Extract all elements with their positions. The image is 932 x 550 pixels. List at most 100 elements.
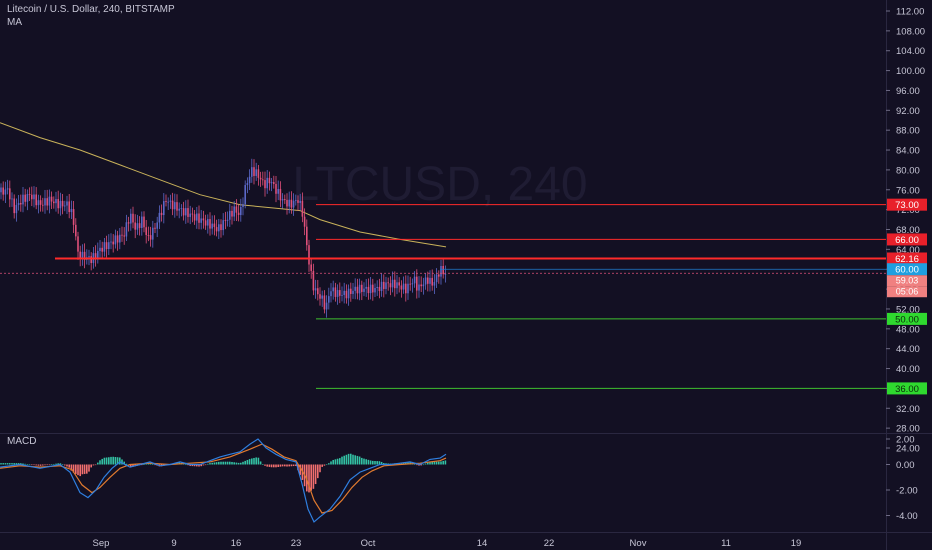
macd-indicator-label[interactable]: MACD — [7, 436, 37, 447]
histogram-bar — [420, 464, 422, 466]
time-axis: Sep 9 16 23 Oct 14 22 Nov 11 19 — [93, 538, 802, 549]
histogram-bar — [46, 464, 48, 466]
histogram-bar — [270, 464, 273, 468]
histogram-bar — [112, 456, 114, 465]
candle-body — [264, 180, 266, 189]
histogram-bar — [103, 457, 106, 465]
histogram-bar — [279, 464, 282, 467]
candle-body — [24, 194, 26, 202]
histogram-bar — [86, 464, 88, 474]
histogram-bar — [237, 462, 240, 465]
candle-body — [136, 223, 139, 230]
histogram-bar — [141, 464, 143, 466]
histogram-bar — [365, 459, 367, 465]
histogram-bar — [257, 457, 260, 465]
candle-body — [253, 167, 255, 176]
histogram-bar — [145, 463, 147, 465]
histogram-bar — [15, 463, 18, 465]
candle-body — [88, 256, 90, 258]
candle-body — [389, 283, 392, 288]
histogram-bar — [284, 464, 286, 467]
histogram-bar — [424, 463, 427, 465]
histogram-bar — [130, 464, 132, 468]
candle-body — [237, 212, 240, 215]
candle-body — [11, 198, 13, 200]
candle-body — [235, 206, 238, 213]
candle-body — [59, 200, 62, 209]
histogram-bar — [343, 455, 345, 465]
ma-indicator-label[interactable]: MA — [7, 17, 22, 28]
macd-tick-label: 0.00 — [896, 460, 915, 471]
histogram-bar — [75, 464, 77, 474]
candle-body — [55, 199, 57, 204]
candle-body — [143, 216, 145, 228]
price-tick-label: 32.00 — [896, 404, 920, 415]
candle-body — [334, 287, 337, 297]
histogram-bar — [433, 461, 436, 465]
candle-body — [191, 213, 194, 215]
candle-body — [394, 279, 396, 289]
candle-body — [422, 284, 425, 287]
histogram-bar — [53, 463, 55, 465]
candle-body — [427, 277, 429, 284]
candle-body — [303, 216, 306, 227]
histogram-bar — [262, 464, 264, 465]
histogram-bar — [215, 462, 218, 465]
candle-body — [4, 189, 7, 195]
candle-body — [383, 281, 385, 289]
chart-watermark: LTCUSD, 240 — [292, 158, 587, 211]
price-level-tag: 66.00 — [887, 233, 927, 246]
candle-body — [266, 177, 268, 189]
candle-body — [341, 294, 343, 296]
histogram-bar — [352, 454, 354, 465]
candle-body — [123, 235, 125, 237]
histogram-bar — [116, 457, 119, 465]
histogram-bar — [57, 463, 59, 465]
histogram-bar — [211, 462, 213, 465]
histogram-bar — [28, 464, 31, 466]
histogram-bar — [108, 457, 110, 465]
price-level-tag-label: 66.00 — [895, 235, 919, 246]
candle-body — [411, 283, 414, 285]
histogram-bar — [37, 464, 40, 466]
candle-body — [270, 182, 273, 184]
candle-body — [336, 290, 339, 297]
candle-body — [77, 236, 79, 252]
histogram-bar — [68, 464, 70, 468]
histogram-bar — [198, 464, 200, 467]
time-tick-label: Oct — [361, 538, 376, 549]
candle-body — [391, 279, 394, 288]
price-tick-label: 28.00 — [896, 424, 920, 435]
candle-body — [68, 201, 70, 213]
candle-body — [281, 198, 284, 201]
time-tick-label: Nov — [630, 538, 647, 549]
macd-axis: 2.00 0.00 -2.00 -4.00 — [886, 435, 918, 522]
histogram-bar — [97, 462, 99, 465]
histogram-bar — [226, 461, 229, 465]
histogram-bar — [79, 464, 81, 477]
candle-body — [290, 199, 293, 208]
candle-body — [424, 277, 427, 285]
candle-body — [53, 201, 55, 204]
macd-tick-label: 2.00 — [896, 435, 915, 446]
histogram-bar — [383, 463, 385, 465]
candle-body — [105, 242, 108, 250]
price-info-tag-label: 05:06 — [896, 287, 919, 297]
histogram-bar — [438, 461, 440, 465]
histogram-bar — [334, 459, 337, 465]
candle-body — [182, 208, 185, 216]
histogram-bar — [321, 464, 323, 467]
candle-body — [374, 288, 376, 293]
candle-body — [187, 208, 189, 217]
histogram-bar — [317, 464, 319, 479]
histogram-bar — [42, 464, 44, 466]
price-info-tag: 59.03 — [887, 275, 927, 287]
candle-body — [310, 264, 312, 271]
candle-body — [248, 176, 251, 184]
candle-body — [138, 223, 141, 228]
histogram-bar — [374, 460, 376, 465]
histogram-bar — [242, 461, 244, 465]
price-level-tag: 36.00 — [887, 382, 927, 395]
macd-signal-line — [0, 443, 447, 514]
